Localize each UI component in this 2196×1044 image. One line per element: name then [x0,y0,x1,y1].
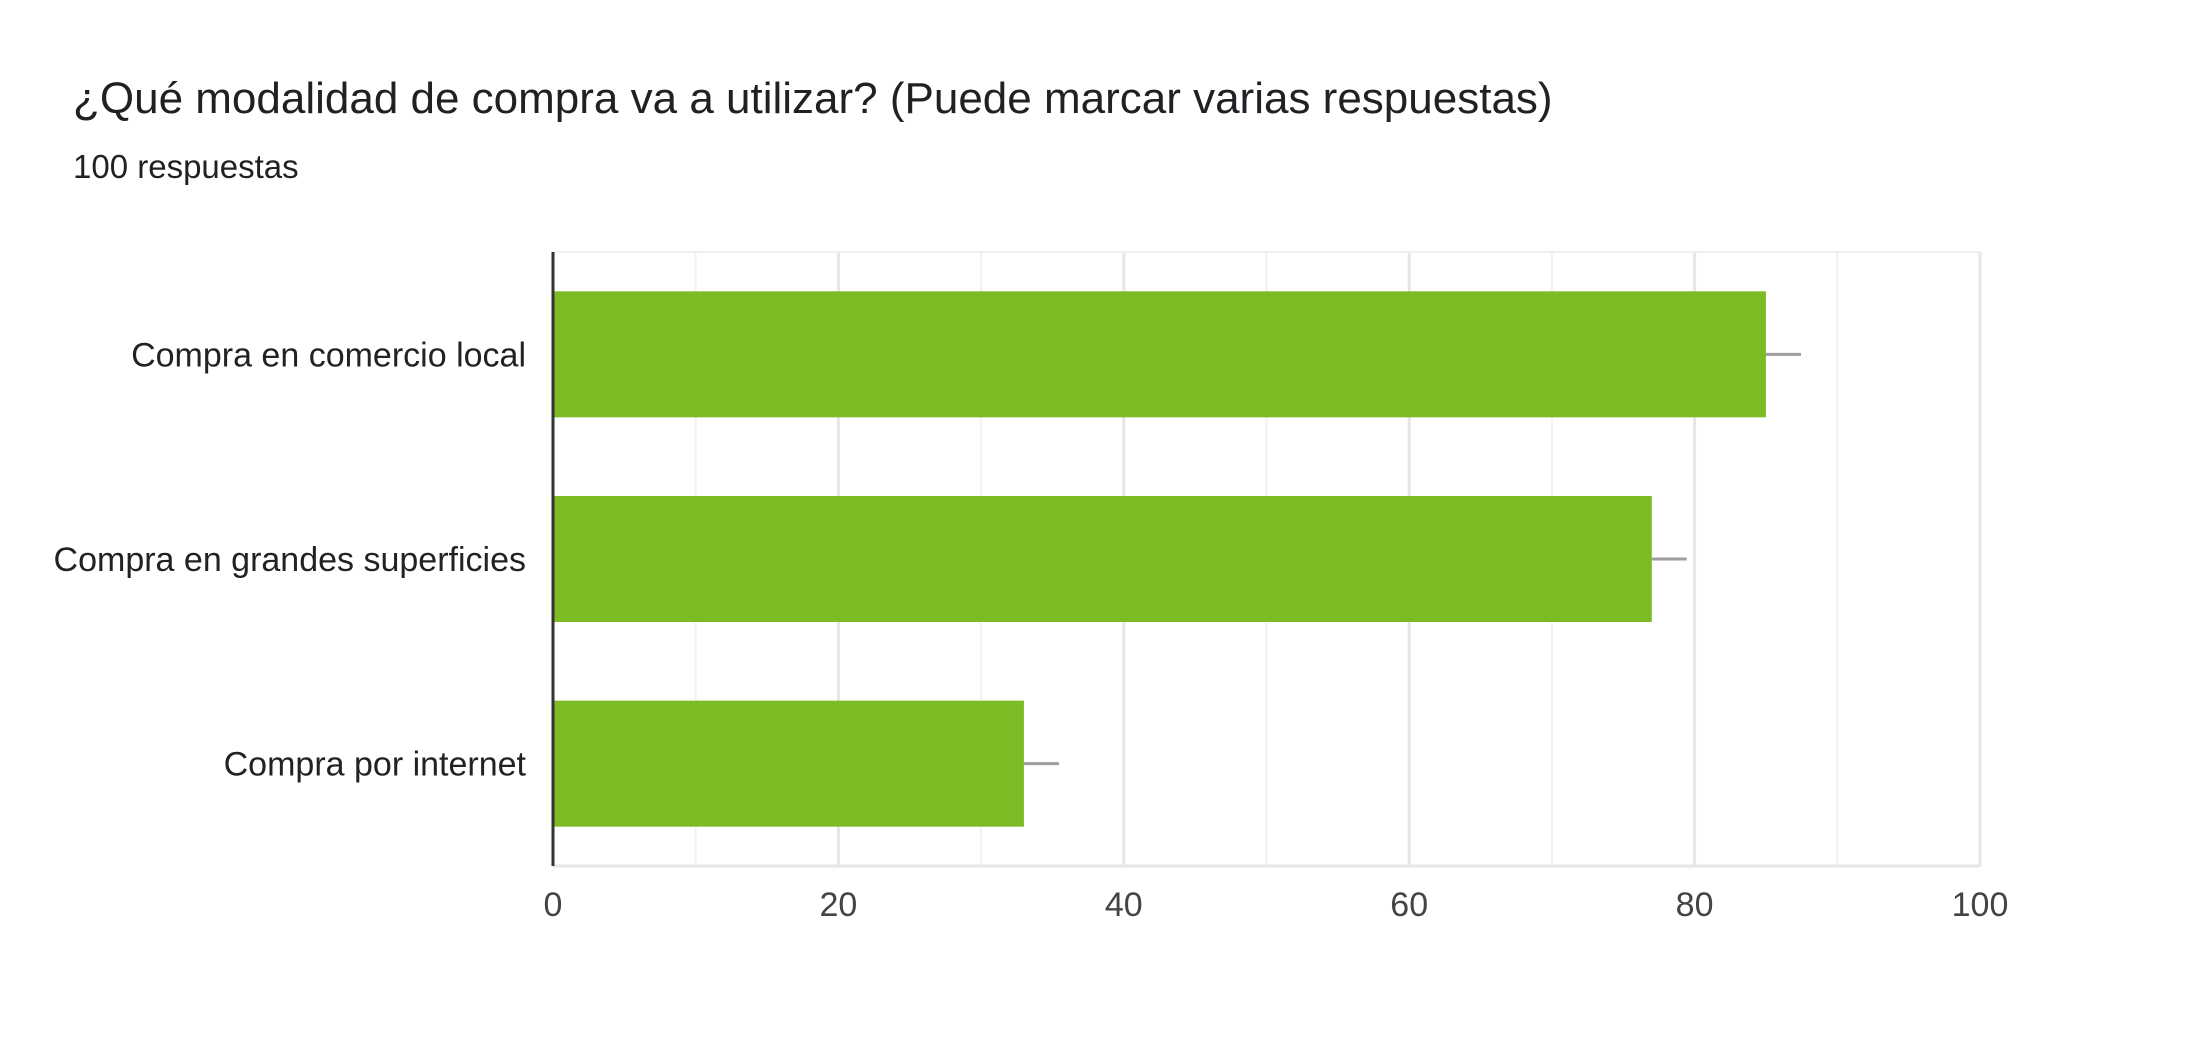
bar [553,700,1024,827]
bar [553,496,1652,622]
x-tick-label: 100 [1952,886,2009,924]
x-tick-label: 60 [1390,886,1428,924]
tick-labels: 0 20 40 60 80 100 [544,886,2009,924]
bar [553,291,1766,418]
chart-title: ¿Qué modalidad de compra va a utilizar? … [73,74,1553,123]
category-label: Compra en grandes superficies [54,541,526,579]
category-label: Compra en comercio local [131,336,526,374]
x-tick-label: 80 [1676,886,1714,924]
bars [553,291,1801,827]
x-tick-label: 40 [1105,886,1143,924]
x-tick-label: 20 [819,886,857,924]
x-tick-label: 0 [544,886,563,924]
category-label: Compra por internet [224,746,527,784]
category-labels: Compra en comercio local Compra en grande… [54,336,527,783]
response-count: 100 respuestas [73,148,299,185]
